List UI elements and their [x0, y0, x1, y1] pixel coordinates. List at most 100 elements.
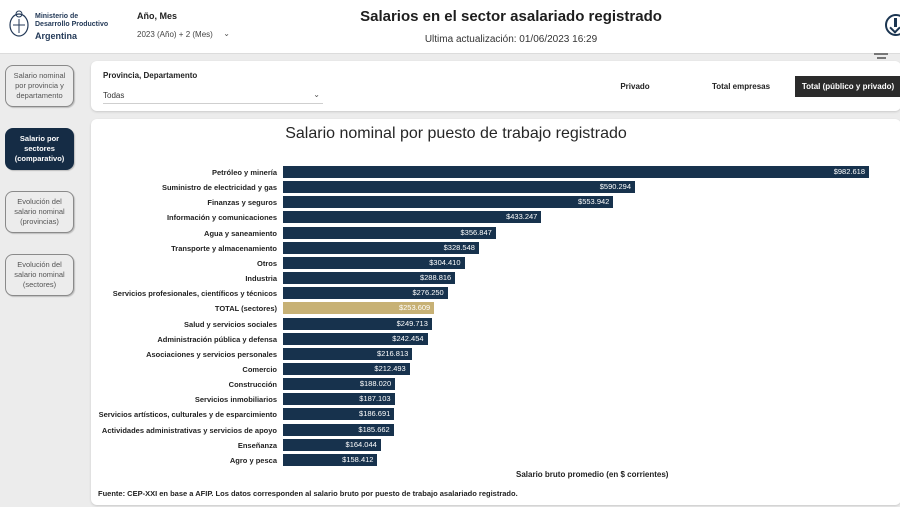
bar-category-label: Salud y servicios sociales: [184, 319, 277, 329]
bar-category-label: Comercio: [242, 364, 277, 374]
bar-category-label: Suministro de electricidad y gas: [161, 183, 277, 193]
bar-category-label: Construcción: [228, 380, 277, 390]
sector-button-label: Total empresas: [711, 82, 771, 91]
sector-button-total[interactable]: Total (público y privado): [795, 76, 900, 97]
bar-category-label: Finanzas y seguros: [207, 198, 277, 208]
bar-category-label: Petróleo y minería: [211, 168, 277, 177]
bar-value-label: $158.412: [342, 454, 374, 464]
bar-value-label: $553.942: [578, 197, 610, 207]
bar-value-label: $185.662: [358, 424, 390, 434]
bar[interactable]: $212.493: [283, 362, 410, 375]
last-updated: Ultima actualización: 01/06/2023 16:29: [424, 34, 598, 45]
bar[interactable]: $164.044: [283, 438, 381, 451]
bar-row: Servicios artísticos, culturales y de es…: [0, 408, 900, 423]
download-icon[interactable]: [885, 14, 900, 36]
bar-value-label: $356.847: [460, 227, 492, 237]
bar[interactable]: $216.813: [283, 347, 413, 360]
bar-value-label: $242.454: [392, 333, 424, 343]
coat-of-arms-icon: [9, 10, 29, 37]
bar-row: Servicios profesionales, científicos y t…: [0, 287, 900, 302]
bar-category-label: Asociaciones y servicios personales: [146, 349, 277, 359]
bar-row: Salud y servicios sociales $249.713: [0, 317, 900, 333]
bar-category-label: Información y comunicaciones: [166, 213, 277, 223]
chevron-down-icon: ⌄: [313, 90, 320, 99]
bar-row: Transporte y almacenamiento $328.548: [0, 241, 900, 257]
bar[interactable]: $158.412: [283, 453, 378, 466]
bar-category-label: Enseñanza: [237, 440, 277, 450]
bar[interactable]: $249.713: [283, 317, 432, 330]
bar-category-label: Actividades administrativas y servicios …: [101, 425, 277, 435]
bar[interactable]: $304.410: [283, 256, 465, 269]
province-dropdown[interactable]: Todas ⌄: [103, 88, 323, 104]
bar-row: Agua y saneamiento $356.847: [0, 226, 900, 242]
bar[interactable]: $356.847: [283, 226, 496, 239]
bar-category-label: Otros: [256, 258, 277, 268]
bar-row: Asociaciones y servicios personales $216.…: [0, 347, 900, 363]
sector-button-privado[interactable]: Privado: [601, 76, 669, 97]
bar-category-label: Servicios artísticos, culturales y de es…: [98, 410, 277, 420]
bar-value-label: $982.618: [833, 167, 865, 176]
bar-value-label: $187.103: [359, 394, 391, 404]
bar-value-label: $216.813: [377, 348, 409, 358]
bar-row: Enseñanza $164.044: [0, 438, 900, 454]
bar[interactable]: $433.247: [283, 211, 542, 224]
bar-row: Petróleo y minería $982.618: [0, 166, 900, 181]
nav-evolucion-provincias[interactable]: Evolución del salario nominal (provincia…: [5, 191, 74, 233]
bar[interactable]: $328.548: [283, 241, 479, 254]
bar-row: Información y comunicaciones $433.247: [0, 211, 900, 226]
bar[interactable]: $185.662: [283, 423, 394, 436]
bar-category-label: Industria: [245, 274, 277, 284]
ministry-name: Ministerio de Desarrollo Productivo: [35, 13, 109, 28]
bar-value-label: $212.493: [374, 363, 406, 373]
bar-row: Administración pública y defensa $242.454: [0, 332, 900, 348]
bar-value-label: $288.816: [419, 273, 452, 283]
period-dropdown[interactable]: 2023 (Año) + 2 (Mes) ⌄: [137, 26, 234, 43]
sector-button-total-empresas[interactable]: Total empresas: [703, 76, 779, 97]
header: Ministerio de Desarrollo Productivo Arge…: [0, 0, 900, 54]
province-value: Todas: [103, 91, 125, 100]
bar-value-label: $276.250: [412, 288, 444, 298]
filter-panel: Provincia, Departamento Todas ⌄ Privado …: [91, 61, 900, 111]
bar-value-label: $433.247: [506, 212, 538, 222]
bar-row: Agro y pesca $158.412: [0, 453, 900, 469]
bar[interactable]: $276.250: [283, 287, 448, 300]
bar-category-label: Transporte y almacenamiento: [171, 243, 277, 253]
chart-title: Salario nominal por puesto de trabajo re…: [285, 125, 627, 142]
bar-category-label: TOTAL (sectores): [214, 304, 277, 314]
bar[interactable]: $288.816: [283, 272, 456, 285]
bar[interactable]: $186.691: [283, 408, 395, 421]
nav-label: Salario por sectores (comparativo): [14, 134, 65, 163]
bar-row: Comercio $212.493: [0, 362, 900, 378]
bar[interactable]: $253.609: [283, 302, 435, 315]
sector-button-label: Privado: [620, 82, 650, 91]
period-value: 2023 (Año) + 2 (Mes): [137, 30, 213, 39]
bar-row: Construcción $188.020: [0, 378, 900, 393]
source-note: Fuente: CEP-XXI en base a AFIP. Los dato…: [98, 489, 518, 498]
page-title: Salarios en el sector asalariado registr…: [360, 8, 662, 25]
bar-value-label: $328.548: [443, 242, 475, 252]
bar-value-label: $186.691: [359, 409, 391, 419]
bar[interactable]: $187.103: [283, 393, 395, 406]
nav-label: Evolución del salario nominal (provincia…: [14, 197, 65, 226]
nav-evolucion-sectores[interactable]: Evolución del salario nominal (sectores): [5, 254, 74, 296]
bar-value-label: $590.294: [599, 182, 632, 192]
bar[interactable]: $242.454: [283, 332, 428, 345]
bar[interactable]: $982.618: [283, 166, 869, 178]
bar-row: Industria $288.816: [0, 272, 900, 287]
bar-category-label: Servicios profesionales, científicos y t…: [112, 289, 277, 299]
bar-category-label: Servicios inmobiliarios: [194, 395, 277, 405]
nav-salario-provincia[interactable]: Salario nominal por provincia y departam…: [5, 65, 74, 107]
bar[interactable]: $553.942: [283, 196, 614, 209]
bar-row: Suministro de electricidad y gas $590.294: [0, 181, 900, 196]
bar-category-label: Administración pública y defensa: [157, 334, 277, 344]
bar[interactable]: $590.294: [283, 181, 636, 194]
ministry-logo: Ministerio de Desarrollo Productivo Arge…: [8, 9, 118, 45]
x-axis-label: Salario bruto promedio (en $ corrientes): [516, 470, 669, 479]
nav-label: Evolución del salario nominal (sectores): [14, 260, 65, 289]
bar[interactable]: $188.020: [283, 378, 396, 391]
sector-button-label: Total (público y privado): [801, 82, 895, 91]
nav-salario-sectores[interactable]: Salario por sectores (comparativo): [5, 128, 74, 170]
bar-category-label: Agua y saneamiento: [204, 228, 277, 238]
bar-value-label: $304.410: [429, 257, 461, 267]
